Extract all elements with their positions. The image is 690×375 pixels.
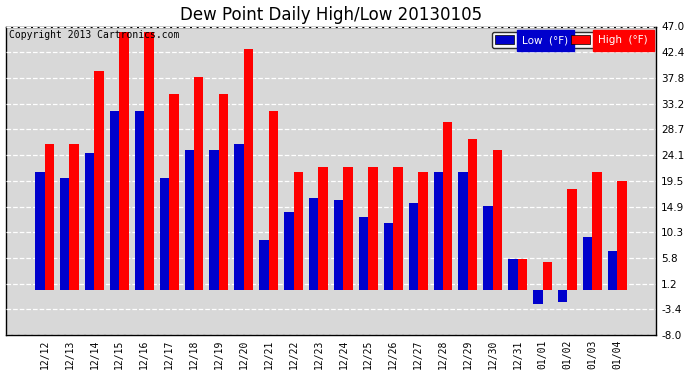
Bar [468,139,477,290]
Bar [259,240,268,290]
Bar [408,203,418,290]
Bar [110,111,119,290]
Bar [567,189,577,290]
Bar [85,153,95,290]
Legend: Low  (°F), High  (°F): Low (°F), High (°F) [492,32,651,48]
Bar [268,111,278,290]
Bar [583,237,593,290]
Bar [45,144,54,290]
Bar [458,172,468,290]
Bar [359,217,368,290]
Bar [533,290,542,304]
Bar [418,172,428,290]
Bar [558,290,567,302]
Bar [483,206,493,290]
Bar [235,144,244,290]
Bar [35,172,45,290]
Bar [95,71,104,290]
Bar [319,167,328,290]
Title: Dew Point Daily High/Low 20130105: Dew Point Daily High/Low 20130105 [180,6,482,24]
Bar [144,32,154,290]
Bar [169,94,179,290]
Bar [119,32,129,290]
Bar [443,122,453,290]
Bar [518,260,527,290]
Bar [393,167,403,290]
Bar [542,262,552,290]
Bar [210,150,219,290]
Bar [618,181,627,290]
Bar [334,201,344,290]
Bar [284,212,293,290]
Bar [219,94,228,290]
Bar [608,251,618,290]
Bar [493,150,502,290]
Bar [60,178,70,290]
Bar [244,49,253,290]
Bar [184,150,194,290]
Bar [368,167,377,290]
Bar [309,198,319,290]
Bar [293,172,303,290]
Bar [384,223,393,290]
Bar [593,172,602,290]
Bar [159,178,169,290]
Bar [70,144,79,290]
Bar [135,111,144,290]
Text: Copyright 2013 Cartronics.com: Copyright 2013 Cartronics.com [9,30,179,40]
Bar [194,77,204,290]
Bar [433,172,443,290]
Bar [344,167,353,290]
Bar [509,260,518,290]
